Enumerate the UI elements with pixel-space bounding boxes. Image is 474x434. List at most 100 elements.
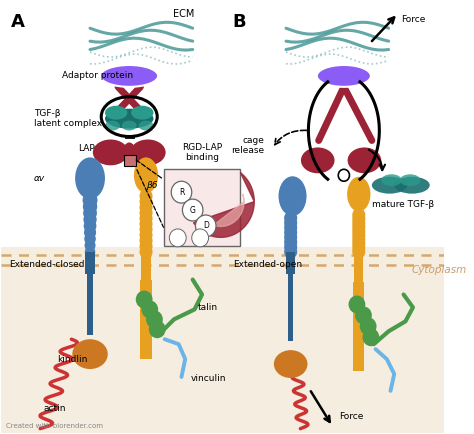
Text: Adaptor protein: Adaptor protein <box>62 72 133 80</box>
Text: TGF-β
latent complex: TGF-β latent complex <box>34 109 102 128</box>
Circle shape <box>171 181 192 203</box>
Ellipse shape <box>100 65 158 87</box>
Bar <box>354 252 364 282</box>
Circle shape <box>195 215 216 237</box>
Bar <box>353 282 365 371</box>
Text: Created with biorender.com: Created with biorender.com <box>6 423 103 429</box>
Ellipse shape <box>347 177 371 211</box>
Circle shape <box>352 208 365 222</box>
Ellipse shape <box>123 142 136 162</box>
Text: kindlin: kindlin <box>57 355 88 364</box>
Circle shape <box>139 211 153 225</box>
Circle shape <box>352 212 365 226</box>
Text: A: A <box>11 13 25 31</box>
Circle shape <box>139 223 153 237</box>
Circle shape <box>352 216 365 230</box>
Circle shape <box>192 229 209 247</box>
Text: B: B <box>233 13 246 31</box>
Ellipse shape <box>130 139 165 165</box>
Circle shape <box>284 245 297 259</box>
Circle shape <box>83 199 97 214</box>
Circle shape <box>139 239 153 253</box>
Ellipse shape <box>279 176 307 216</box>
Ellipse shape <box>301 148 335 173</box>
Text: RGD-LAP
binding: RGD-LAP binding <box>182 143 222 162</box>
Circle shape <box>139 201 153 214</box>
Bar <box>1 247 444 433</box>
Text: D: D <box>203 221 209 230</box>
Ellipse shape <box>394 177 430 194</box>
Bar <box>87 273 93 335</box>
Bar <box>140 279 152 359</box>
Bar <box>141 252 151 279</box>
Circle shape <box>84 240 96 251</box>
Ellipse shape <box>105 121 120 131</box>
Text: R: R <box>179 187 184 197</box>
Circle shape <box>146 310 163 328</box>
Bar <box>286 252 295 273</box>
Ellipse shape <box>75 158 105 199</box>
Bar <box>85 252 95 273</box>
Bar <box>124 155 136 166</box>
Circle shape <box>139 217 153 231</box>
Text: cage
release: cage release <box>231 136 264 155</box>
Ellipse shape <box>93 139 128 165</box>
Polygon shape <box>193 173 254 237</box>
Text: LAP: LAP <box>78 144 95 153</box>
Text: β6: β6 <box>146 181 157 190</box>
Circle shape <box>360 317 376 335</box>
Circle shape <box>352 241 365 255</box>
Circle shape <box>139 233 153 248</box>
Text: Cytoplasm: Cytoplasm <box>412 265 467 275</box>
Ellipse shape <box>138 121 154 131</box>
Text: Extended-closed: Extended-closed <box>9 260 84 269</box>
Circle shape <box>169 229 186 247</box>
Circle shape <box>139 195 153 209</box>
Text: vinculin: vinculin <box>191 375 226 384</box>
Circle shape <box>139 206 153 220</box>
Ellipse shape <box>73 339 108 369</box>
Text: Force: Force <box>401 15 425 24</box>
Circle shape <box>83 206 97 220</box>
Text: Force: Force <box>339 412 364 421</box>
Circle shape <box>284 226 297 240</box>
Circle shape <box>348 296 365 313</box>
Circle shape <box>84 219 96 233</box>
Ellipse shape <box>400 174 420 186</box>
Circle shape <box>352 224 365 238</box>
Text: mature TGF-β: mature TGF-β <box>372 200 434 209</box>
Text: ECM: ECM <box>173 10 194 20</box>
Circle shape <box>136 290 153 309</box>
Ellipse shape <box>105 106 128 120</box>
Ellipse shape <box>381 174 402 186</box>
Ellipse shape <box>134 158 158 193</box>
Text: actin: actin <box>44 404 66 413</box>
Circle shape <box>284 240 297 254</box>
Text: G: G <box>190 206 196 214</box>
Ellipse shape <box>372 177 407 194</box>
Circle shape <box>82 192 98 208</box>
Circle shape <box>139 228 153 242</box>
Circle shape <box>139 245 153 259</box>
Ellipse shape <box>105 108 154 128</box>
Ellipse shape <box>347 148 381 173</box>
Circle shape <box>284 216 297 230</box>
Circle shape <box>85 246 95 257</box>
Circle shape <box>139 189 153 203</box>
Circle shape <box>84 226 96 239</box>
Text: αv: αv <box>34 174 46 183</box>
Circle shape <box>284 235 297 249</box>
Text: Extended-open: Extended-open <box>233 260 302 269</box>
Circle shape <box>352 237 365 250</box>
Circle shape <box>352 233 365 247</box>
Circle shape <box>83 212 97 227</box>
Ellipse shape <box>131 106 154 120</box>
Text: talin: talin <box>197 303 218 312</box>
Circle shape <box>284 230 297 244</box>
Circle shape <box>363 328 379 346</box>
Polygon shape <box>213 194 244 227</box>
Circle shape <box>284 221 297 235</box>
Circle shape <box>352 245 365 259</box>
Ellipse shape <box>274 350 308 378</box>
Circle shape <box>141 300 158 319</box>
